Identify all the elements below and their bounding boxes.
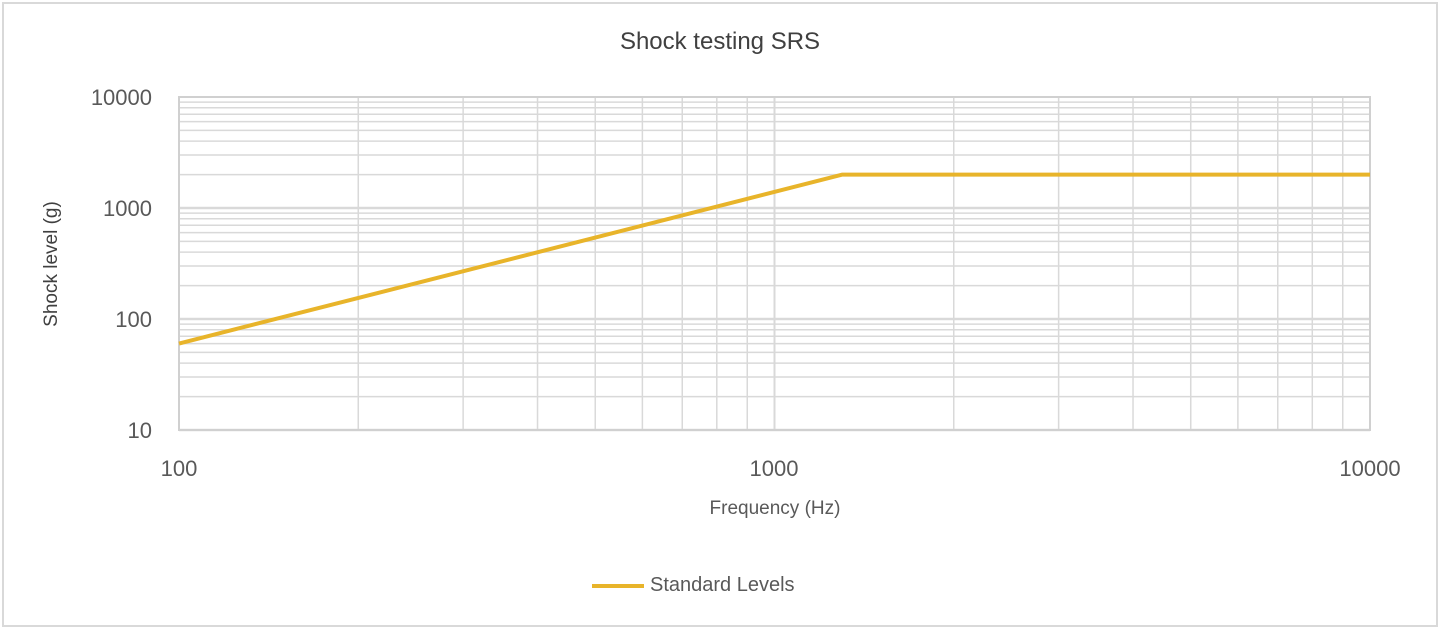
x-tick: 10000: [1339, 456, 1401, 481]
series-line-standard-levels: [178, 172, 1370, 346]
y-tick: 10000: [90, 85, 152, 110]
y-tick: 10: [127, 418, 152, 443]
legend-label: Standard Levels: [650, 574, 795, 596]
legend-swatch: [592, 583, 644, 588]
x-tick: 100: [160, 456, 198, 481]
x-tick: 1000: [749, 456, 799, 481]
y-tick: 100: [115, 307, 152, 332]
chart-title: Shock testing SRS: [619, 28, 821, 55]
y-tick: 1000: [103, 196, 152, 221]
gridlines: [178, 97, 1370, 432]
x-axis-label: Frequency (Hz): [709, 498, 841, 519]
legend: Standard Levels: [592, 574, 795, 597]
